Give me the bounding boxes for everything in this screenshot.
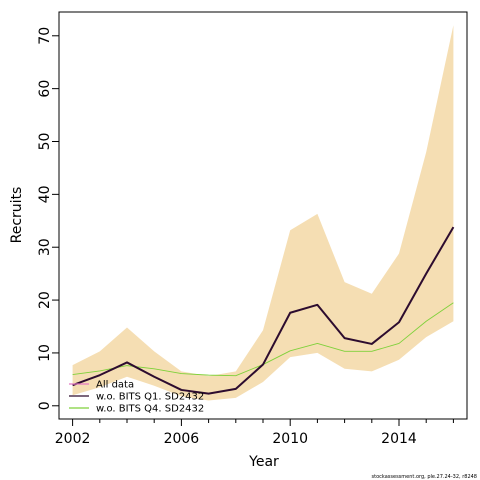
x-axis: 2002 2006 2010 2014 (55, 418, 454, 447)
legend-label-2: w.o. BITS Q1. SD2432 (96, 392, 204, 403)
y-tick-label: 70 (37, 27, 53, 45)
series-line-2 (72, 226, 455, 395)
y-tick-label: 10 (37, 344, 53, 362)
y-tick-label: 30 (37, 238, 53, 256)
y-axis-label: Recruits (9, 187, 25, 244)
y-tick-label: 50 (37, 133, 53, 151)
credit-text: stockassessment.org, ple.27.24-32, r8248 (372, 474, 477, 480)
x-axis-label: Year (248, 454, 279, 470)
series-layer (72, 226, 455, 395)
confidence-band (72, 25, 454, 401)
confidence-band-layer (72, 25, 454, 401)
x-tick-label: 2006 (164, 431, 200, 447)
legend-label-1: All data (96, 380, 134, 391)
x-tick-label: 2014 (381, 431, 417, 447)
y-tick-label: 0 (37, 401, 53, 410)
legend-label-3: w.o. BITS Q4. SD2432 (96, 404, 204, 415)
y-axis: 0 10 20 30 40 50 60 70 (37, 27, 60, 410)
y-tick-label: 40 (37, 185, 53, 203)
y-tick-label: 60 (37, 80, 53, 98)
y-tick-label: 20 (37, 291, 53, 309)
x-tick-label: 2010 (272, 431, 308, 447)
x-tick-label: 2002 (55, 431, 91, 447)
